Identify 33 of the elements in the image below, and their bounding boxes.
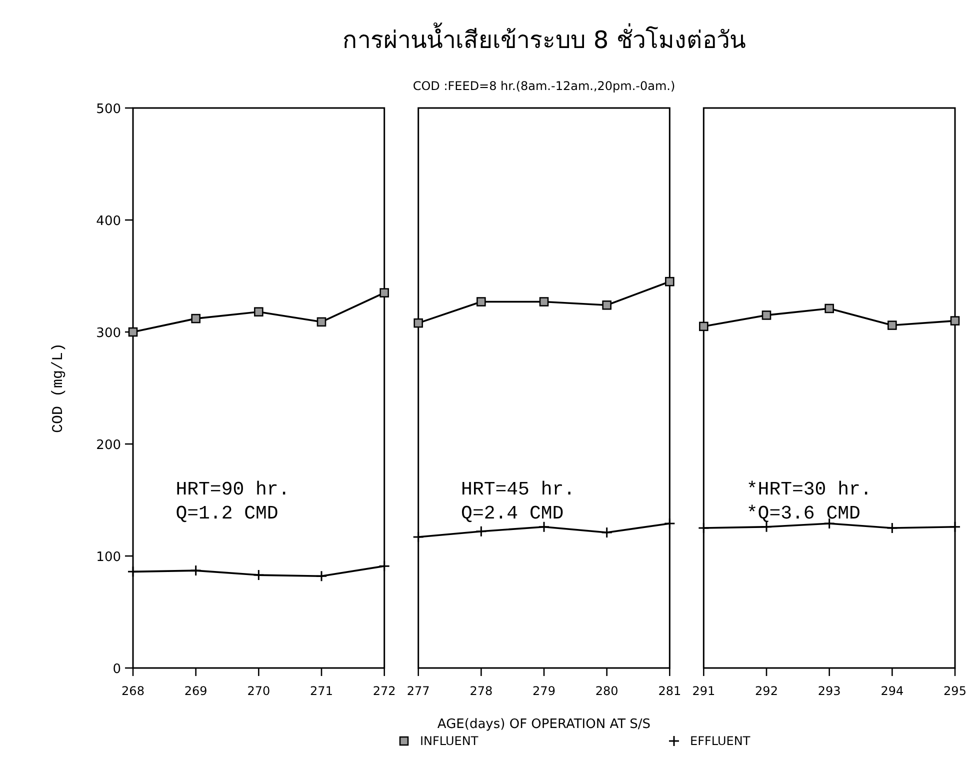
annotation: HRT=90 hr.: [176, 478, 290, 500]
annotation: *HRT=30 hr.: [746, 478, 872, 500]
x-tick-label: 294: [880, 684, 904, 698]
chart-title: การผ่านน้ำเสียเข้าระบบ 8 ชั่วโมงต่อวัน: [342, 22, 746, 54]
annotation: Q=1.2 CMD: [176, 502, 278, 524]
y-tick-label: 300: [96, 326, 121, 341]
annotation: Q=2.4 CMD: [461, 502, 564, 524]
legend-label: INFLUENT: [420, 734, 479, 748]
x-axis-title: AGE(days) OF OPERATION AT S/S: [437, 717, 651, 732]
x-tick-label: 279: [532, 684, 556, 698]
y-tick-label: 100: [96, 550, 121, 565]
y-tick-label: 400: [96, 214, 121, 229]
x-tick-label: 291: [692, 684, 716, 698]
x-tick-label: 278: [470, 684, 493, 698]
x-tick-label: 268: [122, 684, 144, 698]
y-tick-label: 500: [96, 102, 121, 117]
x-tick-label: 271: [310, 684, 333, 698]
x-tick-label: 281: [658, 684, 682, 698]
x-tick-label: 280: [595, 684, 618, 698]
annotation: HRT=45 hr.: [461, 478, 576, 500]
x-tick-label: 269: [184, 684, 208, 698]
y-axis-title: COD (mg/L): [50, 342, 67, 434]
x-tick-label: 272: [372, 684, 396, 698]
legend-label: EFFLUENT: [690, 734, 751, 748]
x-tick-label: 292: [755, 684, 778, 698]
y-tick-label: 200: [96, 438, 121, 453]
x-tick-label: 277: [406, 684, 430, 698]
x-tick-label: 295: [944, 684, 966, 698]
annotation: *Q=3.6 CMD: [746, 502, 860, 524]
x-tick-label: 270: [247, 684, 270, 698]
y-tick-label: 0: [112, 662, 121, 677]
chart-subtitle: COD :FEED=8 hr.(8am.-12am.,20pm.-0am.): [412, 79, 676, 93]
x-tick-label: 293: [818, 684, 841, 698]
